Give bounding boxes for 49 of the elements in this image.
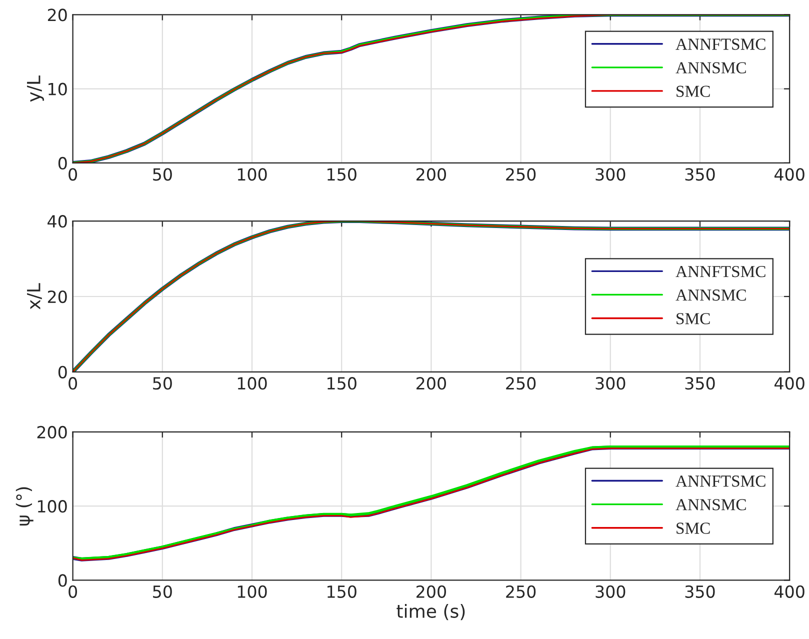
y-tick-label: 10 [48,82,67,96]
y-tick-label: 200 [37,426,67,439]
legend-label: ANNFTSMC [676,266,766,278]
y-axis-title: ψ (°) [16,487,34,526]
x-tick-label: 200 [416,168,446,181]
y-tick-label: 0 [58,366,67,378]
x-tick-label: 350 [685,585,715,598]
x-tick-label: 300 [596,168,626,181]
legend-label: SMC [676,522,710,534]
legend-label: SMC [676,86,710,97]
x-tick-label: 250 [506,585,536,598]
x-tick-label: 100 [238,585,267,598]
x-tick-label: 400 [774,377,804,390]
y-tick-label: 20 [48,290,67,304]
x-tick-label: 400 [774,585,804,598]
x-tick-label: 50 [153,377,172,390]
x-tick-label: 150 [328,168,356,181]
x-tick-label: 300 [596,585,626,598]
legend-label: ANNSMC [676,290,746,301]
legend-label: ANNFTSMC [676,476,766,487]
x-tick-label: 200 [416,585,446,598]
x-tick-label: 250 [506,168,536,181]
x-tick-label: 150 [328,585,356,598]
x-tick-label: 300 [596,377,626,390]
y-tick-label: 20 [48,8,67,22]
x-tick-label: 350 [685,168,715,181]
y-tick-label: 100 [38,500,67,513]
x-tick-label: 150 [328,377,356,390]
y-tick-label: 0 [58,574,67,587]
x-tick-label: 100 [238,168,267,181]
y-tick-label: 40 [48,215,67,228]
legend-label: ANNSMC [676,62,746,74]
x-tick-label: 50 [153,585,172,598]
x-tick-label: 200 [416,377,446,390]
y-axis-title: x/L [27,283,42,310]
x-tick-label: 350 [685,377,715,390]
y-tick-label: 0 [58,156,67,170]
x-tick-label: 100 [238,377,267,390]
legend-label: ANNSMC [676,499,746,510]
legend-label: ANNFTSMC [676,38,766,50]
x-tick-label: 0 [68,585,78,598]
x-tick-label: 0 [68,168,78,181]
x-tick-label: 400 [774,168,804,181]
legend-label: SMC [676,313,710,324]
x-tick-label: 50 [153,168,172,181]
y-axis-title: y/L [27,76,44,102]
x-tick-label: 250 [506,377,536,390]
x-axis-title: time (s) [396,604,465,620]
x-tick-label: 0 [68,377,78,390]
